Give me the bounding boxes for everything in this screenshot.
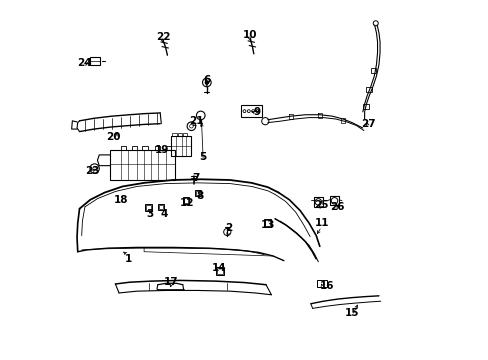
Text: 24: 24: [78, 58, 92, 68]
Bar: [146, 206, 150, 210]
Text: 18: 18: [113, 195, 128, 205]
Text: 15: 15: [344, 308, 359, 318]
Bar: [329, 196, 339, 206]
Text: 6: 6: [203, 75, 210, 85]
Text: 22: 22: [156, 32, 171, 41]
Text: 14: 14: [212, 263, 226, 273]
Text: 27: 27: [360, 120, 375, 129]
Bar: [183, 198, 188, 203]
Text: 2: 2: [224, 224, 231, 233]
Text: 20: 20: [106, 132, 121, 142]
Bar: [145, 204, 151, 211]
Text: 7: 7: [192, 173, 200, 183]
Text: 16: 16: [319, 281, 333, 291]
Circle shape: [204, 81, 208, 84]
Bar: [183, 133, 187, 136]
Bar: [171, 136, 190, 156]
Text: 23: 23: [84, 166, 99, 176]
Bar: [264, 220, 269, 226]
Text: 21: 21: [188, 116, 203, 126]
Text: 5: 5: [199, 152, 206, 162]
Text: 17: 17: [163, 277, 178, 287]
Bar: [366, 87, 371, 93]
Bar: [178, 133, 182, 136]
Text: 8: 8: [196, 191, 203, 201]
Text: 10: 10: [242, 30, 257, 40]
Text: 1: 1: [124, 254, 131, 264]
Bar: [172, 133, 176, 136]
Bar: [362, 104, 368, 109]
Text: 26: 26: [330, 202, 344, 212]
Bar: [90, 57, 100, 64]
Bar: [183, 197, 189, 204]
Bar: [313, 197, 323, 207]
Text: 3: 3: [145, 209, 153, 219]
Bar: [196, 191, 200, 195]
Bar: [110, 149, 174, 180]
Text: 12: 12: [180, 198, 194, 208]
Bar: [158, 204, 164, 210]
Bar: [263, 219, 270, 226]
Text: 13: 13: [260, 220, 274, 230]
Bar: [370, 68, 376, 73]
Bar: [316, 280, 326, 287]
Text: 4: 4: [160, 209, 167, 219]
Bar: [217, 268, 222, 274]
Bar: [195, 190, 201, 197]
Bar: [241, 105, 261, 117]
Text: 9: 9: [253, 107, 260, 117]
Text: 11: 11: [314, 218, 328, 228]
Text: 19: 19: [155, 144, 169, 154]
Bar: [215, 267, 223, 275]
Text: 25: 25: [314, 200, 328, 210]
Bar: [159, 205, 163, 209]
